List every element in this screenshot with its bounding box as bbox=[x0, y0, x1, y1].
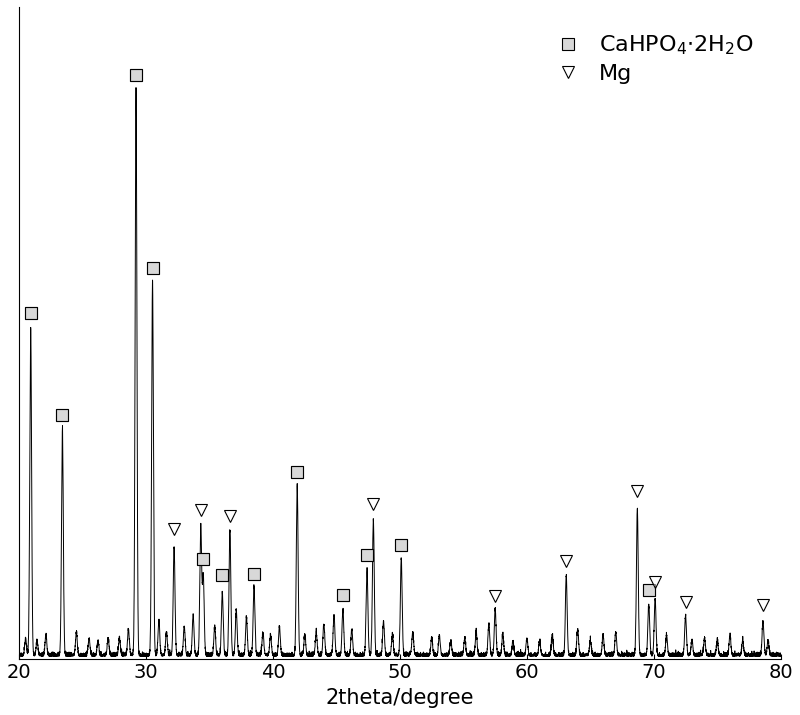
X-axis label: 2theta/degree: 2theta/degree bbox=[326, 688, 474, 708]
Legend: CaHPO$_4$$\cdot$2H$_2$O, Mg: CaHPO$_4$$\cdot$2H$_2$O, Mg bbox=[537, 24, 762, 93]
